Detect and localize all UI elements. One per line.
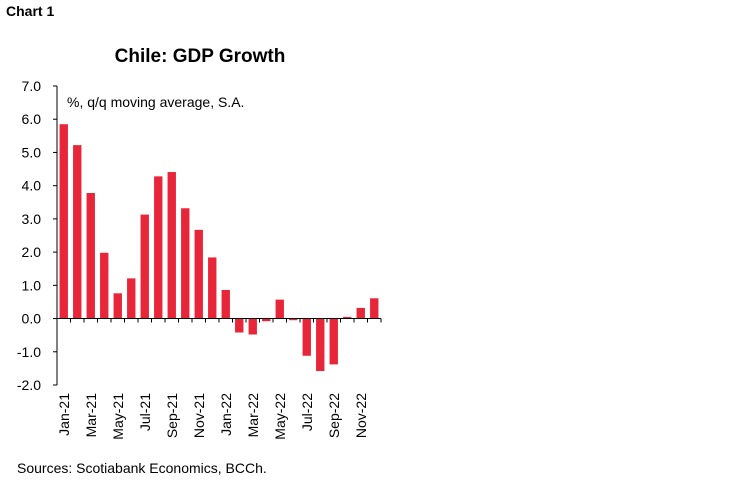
x-tick-label: Jan-22 [218,393,234,436]
y-tick-label: 7.0 [22,78,42,94]
bar-jun-21 [127,278,136,319]
bar-aug-22 [316,318,325,372]
x-tick-label: Mar-22 [245,393,261,438]
x-tick-label: Jul-21 [137,393,153,431]
bar-jan-22 [221,289,230,319]
bar-nov-22 [356,307,365,319]
chart-title: Chile: GDP Growth [114,46,286,67]
x-tick-label: May-21 [110,393,126,440]
bar-jul-21 [140,214,149,319]
x-tick-label: Jul-22 [299,393,315,431]
bar-mar-21 [86,192,95,319]
bar-sep-22 [329,318,338,365]
y-tick-label: 3.0 [22,211,42,227]
bar-mar-22 [248,318,257,335]
bar-oct-22 [343,316,352,319]
bar-nov-21 [194,229,203,319]
y-tick-label: 6.0 [22,111,42,127]
bar-feb-21 [73,145,82,319]
chart-number-label: Chart 1 [6,3,55,19]
bar-aug-21 [154,176,163,319]
x-tick-label: May-22 [272,393,288,440]
y-tick-label: -1.0 [17,344,41,360]
y-tick-label: 4.0 [22,178,42,194]
x-tick-label: Nov-22 [353,393,369,438]
x-tick-label: Jan-21 [56,393,72,436]
bar-dec-21 [208,257,217,319]
bar-jun-22 [289,318,298,321]
bar-apr-21 [100,252,109,319]
x-tick-label: Mar-21 [83,393,99,438]
bar-oct-21 [181,208,190,319]
y-tick-label: 5.0 [22,144,42,160]
x-tick-label: Nov-21 [191,393,207,438]
x-tick-label: Sep-22 [326,393,342,438]
bar-dec-22 [370,298,379,319]
bar-jan-21 [59,124,68,319]
bar-feb-22 [235,318,244,333]
bar-jul-22 [302,318,311,356]
y-tick-label: -2.0 [17,377,41,393]
y-tick-label: 2.0 [22,244,42,260]
bar-sep-21 [167,172,176,319]
y-tick-label: 0.0 [22,311,42,327]
y-tick-label: 1.0 [22,277,42,293]
chart-annotation: %, q/q moving average, S.A. [67,94,244,110]
bar-apr-22 [262,318,271,322]
bar-may-22 [275,299,284,319]
x-tick-label: Sep-21 [164,393,180,438]
source-note: Sources: Scotiabank Economics, BCCh. [17,460,267,476]
bar-may-21 [113,293,122,319]
